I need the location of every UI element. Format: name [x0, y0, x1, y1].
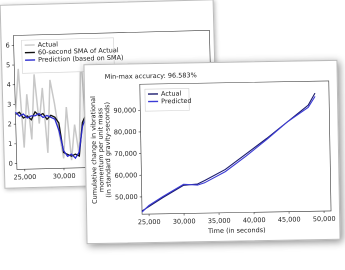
- y-axis-label: momentum per unit mass: [96, 107, 105, 192]
- y-axis-label: (in standard gravity-seconds): [103, 102, 113, 198]
- legend-label: Predicted: [161, 97, 192, 106]
- y-tick-label: 6: [6, 41, 10, 49]
- x-tick-label: 30,000: [53, 172, 76, 181]
- y-tick-label: 3: [7, 101, 11, 109]
- y-tick-label: 2: [8, 120, 12, 128]
- series-line: [141, 96, 316, 213]
- legend-label: Prediction (based on SMA): [38, 54, 124, 64]
- y-tick-label: 50,000: [115, 193, 138, 201]
- front-chart: Min-max accuracy: 96.583% 50,000 60,000 70,…: [83, 59, 341, 245]
- x-tick-label: 25,000: [14, 173, 37, 182]
- y-tick-label: 70,000: [114, 150, 137, 158]
- y-tick-label: 0: [9, 160, 13, 168]
- x-tick-label: 45,000: [278, 215, 301, 223]
- x-tick-label: 30,000: [173, 217, 196, 225]
- legend-label: Actual: [161, 90, 182, 98]
- x-axis-label: Time (in seconds): [207, 226, 266, 235]
- y-tick-label: 5: [6, 61, 10, 69]
- chart-title: Min-max accuracy: 96.583%: [105, 71, 197, 81]
- y-tick-label: 1: [8, 140, 12, 148]
- y-tick-label: 60,000: [115, 171, 138, 179]
- legend-label: Actual: [38, 40, 59, 49]
- legend-label: 60-second SMA of Actual: [38, 46, 119, 56]
- y-tick-label: 90,000: [113, 106, 136, 114]
- x-tick-label: 50,000: [313, 215, 336, 223]
- y-tick-label: 4: [7, 81, 11, 89]
- x-tick-label: 35,000: [208, 217, 231, 225]
- y-tick-label: 80,000: [114, 128, 137, 136]
- plot-frame: [139, 80, 332, 215]
- x-tick-label: 40,000: [243, 216, 266, 224]
- y-axis-label: Cumulative change in vibrational: [89, 96, 99, 204]
- x-tick-label: 25,000: [138, 218, 161, 226]
